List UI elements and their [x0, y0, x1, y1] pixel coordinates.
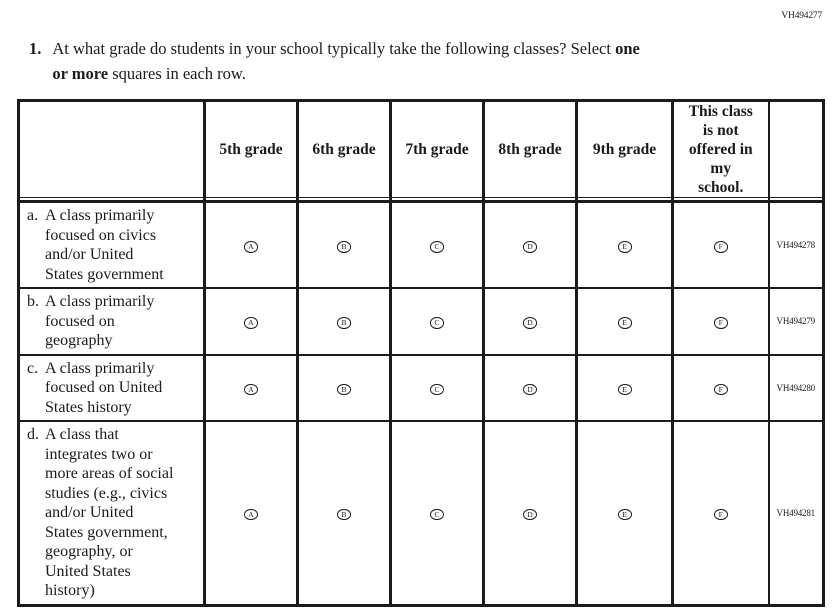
row-c-label-cell: c. A class primarily focused on United S… — [18, 353, 205, 421]
row-a-option-cell-e[interactable]: E — [575, 200, 673, 288]
row-d-option-bubble-e[interactable]: E — [617, 508, 632, 521]
header-cell-not-offered: This class is not offered in my school. — [671, 100, 769, 198]
row-a-option-bubble-b[interactable]: B — [337, 241, 351, 253]
row-c-label-text: A class primarily focused on United Stat… — [45, 359, 163, 416]
row-b-option-bubble-f[interactable]: F — [713, 317, 728, 329]
row-b-option-cell-a[interactable]: A — [203, 287, 298, 355]
row-c-option-cell-c[interactable]: C — [389, 353, 484, 421]
row-d-option-bubble-b[interactable]: B — [337, 508, 351, 521]
question-line2-bold: or more — [52, 64, 109, 83]
row-b-option-bubble-d[interactable]: D — [523, 317, 537, 329]
classes-grade-table: 5th grade 6th grade 7th grade 8th grade … — [17, 99, 825, 607]
row-c-code: VH494280 — [767, 353, 824, 421]
question-line1-bold: one — [615, 39, 640, 58]
table-body: a. A class primarily focused on civics a… — [18, 200, 824, 605]
question-number: 1. — [29, 39, 42, 58]
header-cell-code-blank — [767, 100, 824, 198]
row-c-option-bubble-f[interactable]: F — [713, 383, 728, 396]
question-line1-regular: At what grade do students in your school… — [52, 39, 616, 58]
row-a-option-bubble-d[interactable]: D — [523, 241, 537, 253]
row-d-label-text: A class that integrates two or more area… — [45, 426, 174, 599]
row-d-label-cell: d. A class that integrates two or more a… — [18, 420, 205, 605]
row-a-label-text: A class primarily focused on civics and/… — [45, 207, 164, 283]
question-line2-regular: squares in each row. — [108, 64, 246, 83]
header-gap-row — [19, 197, 824, 202]
row-a-option-bubble-e[interactable]: E — [617, 241, 632, 253]
row-a-option-bubble-c[interactable]: C — [430, 241, 444, 253]
header-cell-6th-grade: 6th grade — [296, 100, 391, 198]
header-cell-blank — [18, 100, 205, 198]
row-c-option-cell-a[interactable]: A — [203, 353, 298, 421]
row-b-option-bubble-a[interactable]: A — [244, 317, 258, 329]
row-a-code: VH494278 — [767, 200, 824, 288]
form-code: VH494277 — [781, 11, 822, 21]
table-row-c: c. A class primarily focused on United S… — [18, 353, 824, 421]
row-b-option-bubble-b[interactable]: B — [337, 317, 351, 329]
row-d-option-cell-d[interactable]: D — [482, 420, 577, 605]
row-d-option-bubble-f[interactable]: F — [713, 508, 728, 521]
row-a-option-cell-b[interactable]: B — [296, 200, 391, 288]
row-a-option-cell-c[interactable]: C — [389, 200, 484, 288]
row-a-option-cell-d[interactable]: D — [482, 200, 577, 288]
table-row-a: a. A class primarily focused on civics a… — [18, 200, 824, 288]
row-c-option-bubble-d[interactable]: D — [523, 383, 537, 396]
header-row: 5th grade 6th grade 7th grade 8th grade … — [18, 100, 824, 198]
row-c-option-cell-b[interactable]: B — [296, 353, 391, 421]
row-b-label-text: A class primarily focused on geography — [45, 293, 155, 349]
row-b-option-bubble-e[interactable]: E — [617, 317, 632, 329]
row-d-label-prefix: d. — [27, 426, 39, 443]
table-row-d: d. A class that integrates two or more a… — [18, 420, 824, 605]
row-d-option-bubble-a[interactable]: A — [244, 508, 258, 521]
row-d-option-cell-f[interactable]: F — [671, 420, 769, 605]
row-b-label-prefix: b. — [27, 293, 39, 310]
row-c-label-prefix: c. — [27, 359, 39, 377]
row-b-label-cell: b. A class primarily focused on geograph… — [18, 287, 205, 355]
row-c-option-bubble-e[interactable]: E — [617, 383, 632, 396]
row-d-code: VH494281 — [767, 420, 824, 605]
row-d-option-bubble-d[interactable]: D — [523, 508, 537, 521]
table-row-b: b. A class primarily focused on geograph… — [18, 287, 824, 355]
row-b-option-cell-d[interactable]: D — [482, 287, 577, 355]
row-c-option-bubble-a[interactable]: A — [244, 383, 258, 396]
question: 1. At what grade do students in your sch… — [29, 36, 640, 86]
row-d-option-bubble-c[interactable]: C — [430, 508, 444, 521]
row-c-option-bubble-b[interactable]: B — [337, 383, 351, 396]
row-d-option-cell-c[interactable]: C — [389, 420, 484, 605]
table-header: 5th grade 6th grade 7th grade 8th grade … — [18, 100, 824, 202]
row-a-option-bubble-f[interactable]: F — [713, 241, 728, 253]
row-a-label-prefix: a. — [27, 207, 39, 224]
row-c-option-cell-f[interactable]: F — [671, 353, 769, 421]
row-b-option-cell-f[interactable]: F — [671, 287, 769, 355]
row-b-option-cell-e[interactable]: E — [575, 287, 673, 355]
question-text: At what grade do students in your school… — [52, 36, 639, 86]
row-b-option-cell-b[interactable]: B — [296, 287, 391, 355]
row-a-option-cell-f[interactable]: F — [671, 200, 769, 288]
row-d-option-cell-e[interactable]: E — [575, 420, 673, 605]
row-b-option-bubble-c[interactable]: C — [430, 317, 444, 329]
row-b-code: VH494279 — [767, 287, 824, 355]
header-cell-7th-grade: 7th grade — [389, 100, 484, 198]
header-cell-8th-grade: 8th grade — [482, 100, 577, 198]
header-cell-9th-grade: 9th grade — [575, 100, 673, 198]
row-d-option-cell-a[interactable]: A — [203, 420, 298, 605]
row-c-option-cell-e[interactable]: E — [575, 353, 673, 421]
row-a-option-bubble-a[interactable]: A — [244, 241, 258, 253]
row-a-label-cell: a. A class primarily focused on civics a… — [18, 200, 205, 288]
row-d-option-cell-b[interactable]: B — [296, 420, 391, 605]
row-b-option-cell-c[interactable]: C — [389, 287, 484, 355]
row-c-option-cell-d[interactable]: D — [482, 353, 577, 421]
row-c-option-bubble-c[interactable]: C — [430, 383, 444, 396]
row-a-option-cell-a[interactable]: A — [203, 200, 298, 288]
header-cell-5th-grade: 5th grade — [203, 100, 298, 198]
